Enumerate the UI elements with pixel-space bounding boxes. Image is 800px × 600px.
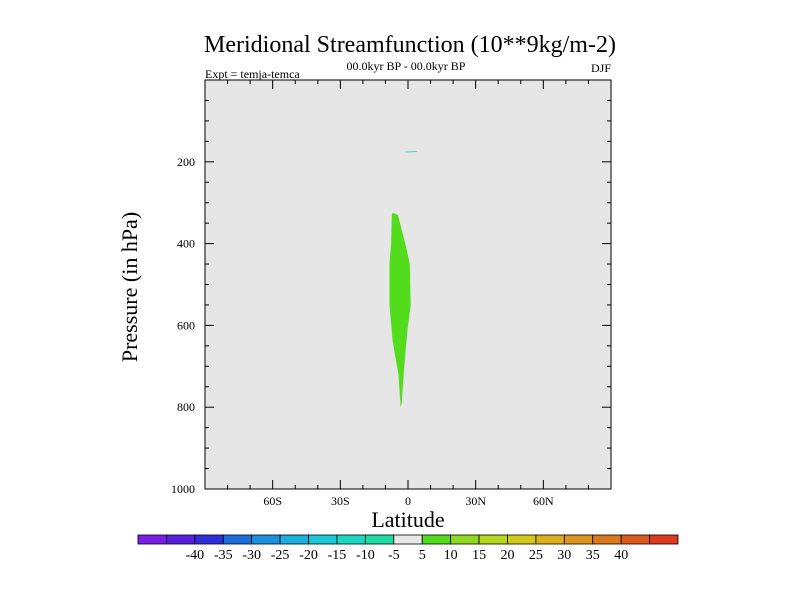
x-tick-label: 60S	[263, 494, 282, 508]
x-tick-label: 60N	[533, 494, 554, 508]
colorbar-label: 30	[557, 548, 571, 563]
colorbar-swatch	[364, 534, 395, 545]
chart-title: Meridional Streamfunction (10**9kg/m-2)	[204, 32, 616, 58]
colorbar-swatch	[393, 534, 423, 545]
x-axis-label: Latitude	[371, 507, 444, 532]
colorbar-label: -15	[328, 548, 347, 563]
experiment-label: Expt = temja-temca	[205, 67, 300, 81]
time-range-label: 00.0kyr BP - 00.0kyr BP	[347, 59, 466, 73]
colorbar-swatch	[222, 534, 253, 545]
y-tick-label: 1000	[171, 482, 195, 496]
colorbar-swatch	[336, 534, 366, 545]
colorbar-swatch	[194, 534, 224, 545]
colorbar-label: 25	[529, 548, 543, 563]
contour-positive-cell-5-to-10	[389, 212, 411, 408]
colorbar-label: 40	[614, 548, 628, 563]
colorbar-swatch	[450, 534, 480, 545]
season-label: DJF	[591, 61, 611, 75]
x-tick-label: 30N	[465, 494, 486, 508]
colorbar: -40 -35 -30 -25 -20 -15 -10 -5 5 10 15 20 25 30 35 40	[137, 534, 679, 563]
colorbar-swatch	[478, 534, 508, 545]
colorbar-swatch	[507, 534, 537, 545]
colorbar-swatch	[620, 534, 650, 545]
colorbar-label: 35	[586, 548, 600, 563]
axis-ticks: 60S 30S 0 30N 60N 200 400 600 800 1000	[171, 80, 611, 508]
colorbar-swatch	[279, 534, 309, 545]
colorbar-label: -40	[185, 548, 204, 563]
contour-negative-cell-minus5-to-minus10	[405, 151, 418, 153]
x-tick-label: 0	[405, 494, 411, 508]
colorbar-label: -5	[388, 548, 400, 563]
y-tick-label: 200	[177, 155, 195, 169]
y-tick-label: 400	[177, 237, 195, 251]
colorbar-swatch	[592, 534, 622, 545]
colorbar-swatch	[251, 534, 281, 545]
colorbar-swatch	[535, 534, 565, 545]
colorbar-label: -20	[299, 548, 318, 563]
colorbar-swatch	[421, 534, 452, 545]
colorbar-swatch	[563, 534, 594, 545]
y-tick-label: 800	[177, 400, 195, 414]
colorbar-swatch	[137, 534, 167, 545]
colorbar-swatch	[308, 534, 338, 545]
colorbar-swatch	[166, 534, 196, 545]
x-tick-label: 30S	[331, 494, 350, 508]
colorbar-label: 15	[472, 548, 486, 563]
colorbar-swatch	[649, 534, 679, 545]
colorbar-label: 5	[419, 548, 426, 563]
y-tick-label: 600	[177, 318, 195, 332]
colorbar-label: -30	[242, 548, 261, 563]
colorbar-label: 10	[444, 548, 458, 563]
colorbar-label: 20	[501, 548, 515, 563]
y-axis-label: Pressure (in hPa)	[117, 212, 142, 362]
colorbar-label: -25	[271, 548, 290, 563]
colorbar-label: -10	[356, 548, 375, 563]
colorbar-label: -35	[214, 548, 233, 563]
contour-regions	[389, 151, 418, 408]
